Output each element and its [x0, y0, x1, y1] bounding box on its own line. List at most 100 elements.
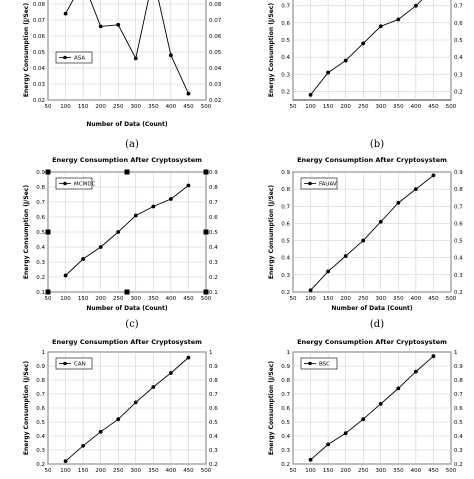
chart-panel-2: 50 100 150 200 250 300 350 400 450 500 0.2 0.2 0.3 0.… [268, 0, 463, 150]
data-point [133, 400, 138, 405]
x-tick-label: 150 [323, 468, 334, 474]
y-tick-label-right: 0.05 [209, 50, 222, 56]
x-tick-label: 200 [340, 104, 351, 110]
y-tick-label-right: 0.08 [209, 2, 222, 8]
series-line [65, 0, 189, 94]
x-tick-label: 350 [148, 104, 159, 110]
x-tick-label: 100 [305, 296, 316, 302]
y-tick-label-left: 0.03 [33, 82, 46, 88]
series-line [310, 0, 423, 96]
data-point [343, 254, 348, 258]
y-tick-label-right: 1 [454, 350, 458, 356]
legend-marker [63, 361, 67, 366]
data-point [431, 173, 436, 178]
x-tick-label: 50 [45, 468, 52, 474]
x-tick-label: 250 [358, 296, 369, 302]
x-tick-label: 500 [446, 104, 457, 110]
x-tick-label: 450 [183, 296, 194, 302]
legend-label: FAUAV [319, 182, 337, 188]
data-point [396, 386, 401, 391]
selection-handle [45, 289, 51, 295]
y-tick-label-left: 0.7 [281, 392, 290, 398]
data-point [98, 24, 103, 29]
legend-box [300, 357, 338, 370]
y-tick-label-right: 0.6 [454, 221, 463, 227]
data-point [98, 429, 103, 434]
y-tick-label-left: 0.8 [36, 378, 45, 384]
data-point [361, 41, 366, 46]
data-point [133, 56, 138, 61]
y-tick-label-left: 0.5 [36, 420, 45, 426]
x-tick-label: 350 [393, 296, 404, 302]
y-tick-label-left: 0.7 [36, 200, 45, 206]
legend-label: MCMDC [74, 182, 96, 188]
y-tick-label-right: 0.9 [454, 170, 463, 176]
y-tick-label-left: 0.05 [33, 50, 46, 56]
y-tick-label-left: 0.4 [36, 434, 45, 440]
x-tick-label: 500 [446, 296, 457, 302]
y-tick-label-left: 0.06 [33, 34, 46, 40]
y-tick-label-right: 0.6 [209, 406, 218, 412]
y-tick-label-left: 0.5 [281, 38, 290, 44]
x-tick-label: 200 [340, 468, 351, 474]
data-point [326, 442, 331, 447]
chart-title: Energy Consumption After Cryptosystem [52, 156, 202, 164]
y-tick-label-left: 0.8 [281, 378, 290, 384]
x-tick-label: 150 [78, 468, 89, 474]
series-line [310, 175, 434, 291]
y-tick-label-right: 0.2 [209, 275, 218, 281]
y-axis-title: Energy Consumption (J/Sec) [23, 185, 30, 279]
x-tick-label: 250 [358, 104, 369, 110]
data-point [168, 53, 173, 58]
y-tick-label-left: 0.9 [36, 170, 45, 176]
y-tick-label-right: 0.8 [454, 187, 463, 193]
x-tick-label: 100 [60, 104, 71, 110]
data-point [116, 22, 121, 27]
x-tick-label: 250 [113, 468, 124, 474]
data-point [396, 200, 401, 205]
plot-area [292, 0, 452, 101]
data-point [378, 219, 383, 224]
x-tick-label: 350 [148, 296, 159, 302]
y-tick-label-right: 0.03 [209, 82, 222, 88]
y-tick-label-left: 0.04 [33, 66, 46, 72]
series-line [65, 357, 189, 462]
x-tick-label: 150 [323, 104, 334, 110]
x-tick-label: 100 [305, 104, 316, 110]
x-tick-label: 300 [376, 296, 387, 302]
series-line [65, 185, 189, 276]
y-axis-title: Energy Consumption (J/Sec) [268, 361, 275, 455]
x-tick-label: 200 [95, 296, 106, 302]
x-tick-label: 500 [201, 468, 212, 474]
y-axis-title: Energy Consumption (J/Sec) [23, 3, 30, 97]
y-tick-label-left: 0.4 [281, 256, 290, 262]
y-tick-label-right: 0.5 [454, 38, 463, 44]
data-point [186, 355, 191, 360]
y-tick-label-left: 0.3 [36, 260, 45, 266]
y-tick-label-right: 0.6 [454, 21, 463, 27]
legend-box [55, 357, 93, 370]
x-tick-label: 200 [95, 104, 106, 110]
x-tick-label: 500 [446, 468, 457, 474]
x-tick-label: 150 [323, 296, 334, 302]
x-tick-label: 100 [305, 468, 316, 474]
y-tick-label-left: 0.2 [281, 290, 290, 296]
data-point [63, 459, 68, 464]
y-tick-label-left: 0.7 [281, 4, 290, 10]
x-tick-label: 50 [45, 296, 52, 302]
data-point [116, 230, 121, 234]
x-tick-label: 350 [393, 468, 404, 474]
y-tick-label-left: 0.3 [281, 273, 290, 279]
y-tick-label-left: 0.2 [36, 275, 45, 281]
y-tick-label-right: 0.5 [209, 230, 218, 236]
x-tick-label: 400 [166, 468, 177, 474]
y-tick-label-right: 0.9 [209, 170, 218, 176]
y-tick-label-right: 0.8 [209, 378, 218, 384]
x-tick-label: 100 [60, 296, 71, 302]
y-tick-label-left: 0.6 [36, 406, 45, 412]
y-tick-label-right: 0.4 [454, 55, 463, 61]
data-point [396, 17, 401, 22]
x-tick-label: 500 [201, 104, 212, 110]
data-point [343, 431, 348, 436]
